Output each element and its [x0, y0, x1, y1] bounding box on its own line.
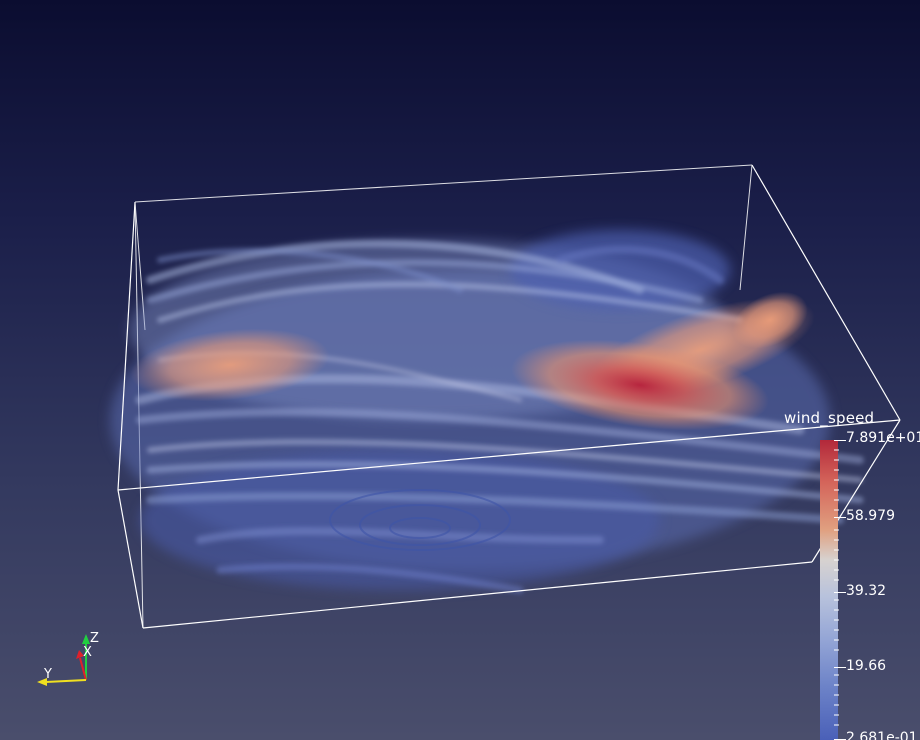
colorbar-label-2: 58.979: [846, 508, 895, 524]
colorbar-tick-max: [834, 440, 846, 441]
high-speed-regions: [130, 291, 815, 431]
z-axis-label: Z: [90, 631, 99, 646]
x-axis-label: X: [83, 645, 92, 660]
orientation-axes-widget[interactable]: Z X Y: [28, 628, 118, 698]
z-axis: Z: [82, 631, 99, 680]
colorbar-title: wind_speed: [784, 409, 875, 427]
x-axis: X: [76, 645, 92, 681]
colorbar-gradient[interactable]: [820, 440, 838, 740]
colorbar-label-min: 2.681e-01: [846, 730, 918, 740]
y-axis: Y: [37, 667, 87, 686]
colorbar-label-3: 39.32: [846, 583, 887, 599]
y-axis-label: Y: [43, 667, 52, 682]
colorbar-tick-2: [834, 517, 846, 518]
colorbar-tick-4: [834, 667, 846, 668]
colorbar-tick-3: [834, 592, 846, 593]
colorbar-minor-ticks: [834, 449, 839, 726]
vortex-structure: [329, 489, 511, 551]
colorbar-label-4: 19.66: [846, 658, 887, 674]
colorbar-label-max: 7.891e+01: [846, 430, 920, 446]
